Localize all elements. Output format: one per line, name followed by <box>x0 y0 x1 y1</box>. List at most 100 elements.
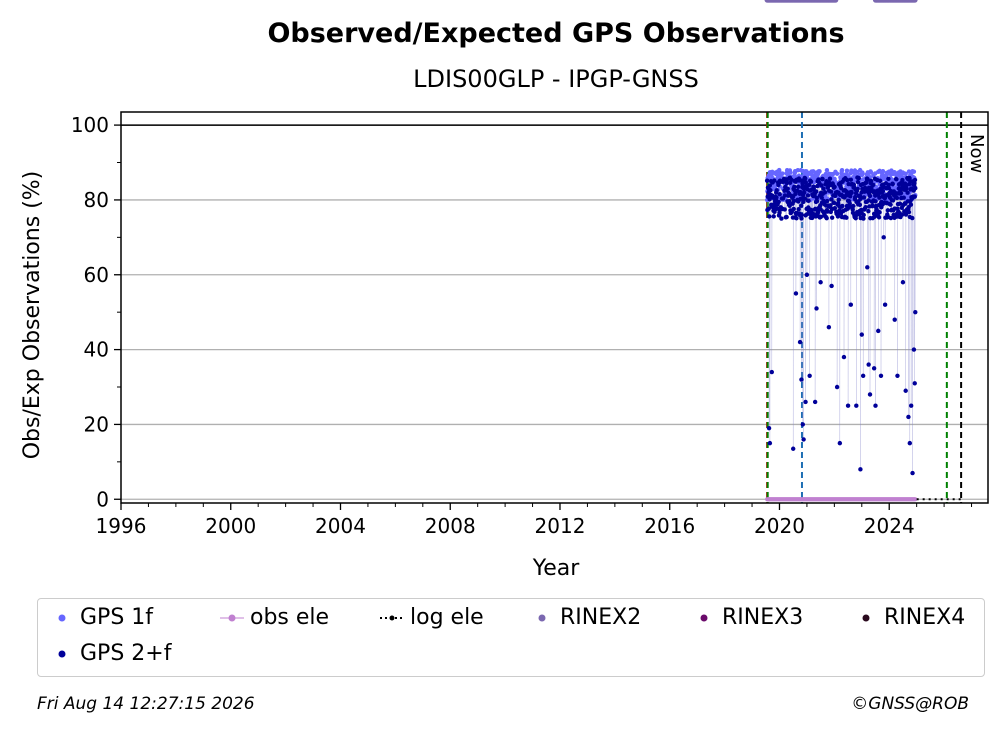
gps-2f-point <box>876 215 882 220</box>
gps-2f-point <box>826 324 832 330</box>
dot-marker-icon <box>524 605 560 631</box>
gps-2f-point <box>767 183 773 188</box>
gps-2f-point <box>792 184 797 190</box>
x-tick-label: 1996 <box>96 514 147 538</box>
gps-2f-point <box>829 197 834 202</box>
legend-item-rinex4: RINEX4 <box>848 605 965 631</box>
gps-2f-point <box>832 205 838 211</box>
gps-2f-point <box>790 446 796 451</box>
gps-2f-point <box>793 291 799 296</box>
gps-2f-point <box>872 214 877 219</box>
legend-item-log-ele: log ele <box>374 605 484 631</box>
gps-2f-point <box>894 177 899 182</box>
gps-2f-point <box>836 197 841 203</box>
gps-2f-point <box>912 177 918 183</box>
gps-2f-point <box>767 214 772 219</box>
x-tick-label: 2024 <box>864 514 915 538</box>
gps-2f-point <box>908 202 914 207</box>
gps-2f-point <box>892 317 897 322</box>
legend-label: log ele <box>410 605 484 630</box>
gps-2f-point <box>825 209 830 214</box>
chart-title: Observed/Expected GPS Observations <box>267 18 844 49</box>
gps-2f-point <box>854 403 859 408</box>
gps-2f-point <box>873 403 878 408</box>
gps-2f-point <box>803 180 809 185</box>
gps-2f-point <box>901 195 906 200</box>
gps-2f-point <box>801 199 806 205</box>
now-label: Now <box>966 134 987 173</box>
gps-2f-point <box>822 190 828 195</box>
legend-label: GPS 1f <box>80 605 154 630</box>
gps-2f-point <box>791 206 796 212</box>
gps-2f-point <box>840 203 845 209</box>
gps-2f-point <box>873 199 878 204</box>
gps-2f-point <box>871 182 876 188</box>
dot-marker-icon <box>848 605 884 631</box>
gps-1f-point <box>777 167 782 173</box>
gps-1f-point <box>834 171 840 176</box>
gps-2f-point <box>795 184 801 189</box>
gps-2f-point <box>861 212 866 218</box>
gps-2f-point <box>885 208 891 213</box>
gps-2f-point <box>807 373 812 378</box>
gps-2f-point <box>898 190 904 196</box>
gps-2f-point <box>867 392 873 397</box>
gps-2f-point <box>845 403 851 408</box>
gps-2f-point <box>812 399 818 405</box>
dot-marker-icon <box>44 605 80 631</box>
gps-2f-point <box>784 214 789 220</box>
line-dot-marker-icon <box>214 605 250 631</box>
gps-2f-point <box>774 195 779 200</box>
gps-2f-point <box>797 339 803 345</box>
gps-2f-point <box>870 203 875 208</box>
gps-2f-point <box>819 183 824 188</box>
dot-marker-icon <box>44 641 80 667</box>
y-tick-label: 60 <box>84 263 109 287</box>
x-tick-label: 2012 <box>535 514 586 538</box>
gps-2f-point <box>855 179 861 185</box>
gps-2f-point <box>799 216 804 221</box>
y-tick-label: 80 <box>84 188 109 212</box>
gps-1f-point <box>860 171 865 176</box>
gps-2f-point <box>771 214 776 219</box>
dotted-line-marker-icon <box>374 605 410 631</box>
gps-2f-point <box>769 369 774 375</box>
gps-2f-point <box>880 189 886 194</box>
footer-credit: ©GNSS@ROB <box>851 694 969 714</box>
gps-2f-point <box>876 328 881 334</box>
gps-1f-point <box>911 169 917 174</box>
gps-2f-point <box>829 215 835 220</box>
gps-2f-point <box>766 425 772 431</box>
gps-2f-point <box>805 193 811 198</box>
gps-2f-point <box>907 440 913 446</box>
gps-2f-point <box>764 178 770 183</box>
gps-2f-point <box>814 306 819 311</box>
gps-1f-point <box>788 170 793 175</box>
rinex3-point <box>912 0 918 3</box>
data-series <box>764 0 962 502</box>
gps-2f-point <box>853 194 858 200</box>
gps-2f-point <box>856 175 861 181</box>
gps-2f-point <box>908 403 914 408</box>
gps-2f-point <box>791 198 797 204</box>
gps-2f-point <box>888 215 894 221</box>
gps-2f-point <box>776 199 781 205</box>
legend: GPS 1f obs ele log ele RINEX2 RINEX3 RIN… <box>37 598 985 677</box>
gps-2f-point <box>815 210 821 215</box>
gps-2f-point <box>828 189 834 194</box>
y-tick-label: 20 <box>84 412 109 436</box>
gps-2f-point <box>910 470 915 476</box>
gps-2f-point <box>881 235 886 240</box>
grid-lines <box>121 124 988 500</box>
gps-2f-point <box>866 208 871 214</box>
gps-2f-point <box>766 206 771 211</box>
x-tick-label: 2016 <box>644 514 695 538</box>
gps-2f-point <box>768 188 773 193</box>
gps-2f-point <box>794 216 799 221</box>
y-axis-label: Obs/Exp Observations (%) <box>20 171 45 460</box>
gps-2f-point <box>799 212 804 218</box>
gps-2f-point <box>913 309 918 315</box>
gps-2f-point <box>890 198 896 203</box>
gps-2f-point <box>837 440 843 446</box>
gps-2f-point <box>903 212 909 217</box>
